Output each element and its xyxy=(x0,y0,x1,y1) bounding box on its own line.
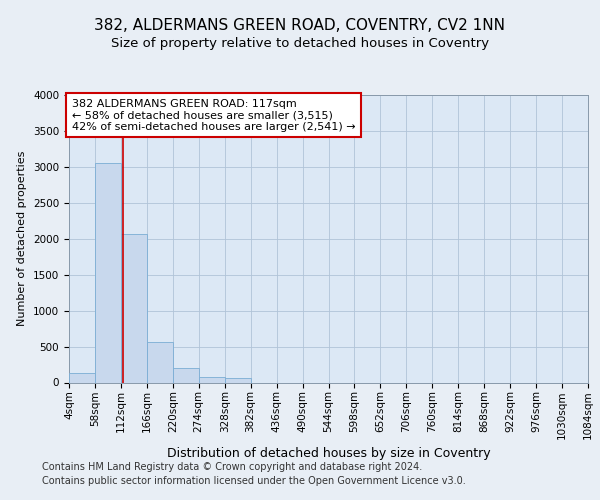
Bar xyxy=(121,234,147,382)
Bar xyxy=(199,377,224,382)
Text: Size of property relative to detached houses in Coventry: Size of property relative to detached ho… xyxy=(111,38,489,51)
Bar xyxy=(173,368,199,382)
Text: Contains HM Land Registry data © Crown copyright and database right 2024.: Contains HM Land Registry data © Crown c… xyxy=(42,462,422,472)
X-axis label: Distribution of detached houses by size in Coventry: Distribution of detached houses by size … xyxy=(167,447,490,460)
Bar xyxy=(147,342,173,382)
Bar xyxy=(95,162,121,382)
Text: 382 ALDERMANS GREEN ROAD: 117sqm
← 58% of detached houses are smaller (3,515)
42: 382 ALDERMANS GREEN ROAD: 117sqm ← 58% o… xyxy=(72,98,356,132)
Text: 382, ALDERMANS GREEN ROAD, COVENTRY, CV2 1NN: 382, ALDERMANS GREEN ROAD, COVENTRY, CV2… xyxy=(95,18,505,32)
Bar xyxy=(225,378,251,382)
Y-axis label: Number of detached properties: Number of detached properties xyxy=(17,151,28,326)
Text: Contains public sector information licensed under the Open Government Licence v3: Contains public sector information licen… xyxy=(42,476,466,486)
Bar xyxy=(69,373,95,382)
